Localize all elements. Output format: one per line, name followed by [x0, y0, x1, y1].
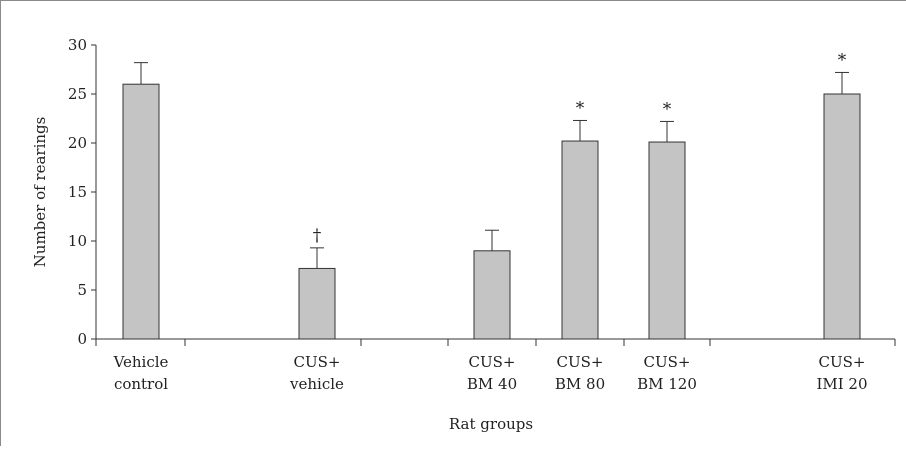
significance-marker: * [663, 99, 672, 119]
axes: 0 5 10 15 20 25 30 [68, 36, 896, 348]
x-tick-label: control [114, 375, 168, 393]
y-tick-label: 10 [68, 232, 87, 250]
significance-marker: * [576, 98, 585, 118]
y-axis-title: Number of rearings [31, 117, 49, 268]
bar [648, 141, 686, 340]
y-tick-label: 30 [68, 36, 87, 54]
y-tick-label: 20 [68, 134, 87, 152]
y-tick-label: 5 [77, 281, 87, 299]
bar [561, 140, 599, 340]
bar [122, 83, 160, 340]
x-axis-title: Rat groups [449, 415, 533, 433]
x-tick-label: CUS+ [469, 353, 516, 371]
labels: Vehicle control † CUS+ vehicle CUS+ BM 40 * CUS+… [113, 50, 868, 393]
x-tick-label: BM 40 [467, 375, 517, 393]
x-tick-label: CUS+ [294, 353, 341, 371]
y-tick-label: 15 [68, 183, 87, 201]
significance-marker: † [313, 226, 322, 246]
x-tick-label: IMI 20 [816, 375, 867, 393]
y-tick-label: 0 [77, 330, 87, 348]
x-tick-label: CUS+ [819, 353, 866, 371]
x-tick-label: BM 80 [555, 375, 605, 393]
bar [473, 250, 511, 340]
x-tick-label: CUS+ [557, 353, 604, 371]
x-tick-label: vehicle [289, 375, 344, 393]
x-tick-label: CUS+ [644, 353, 691, 371]
bar [823, 93, 861, 340]
x-tick-label: BM 120 [637, 375, 697, 393]
bar [298, 267, 336, 340]
y-tick-label: 25 [68, 85, 87, 103]
significance-marker: * [838, 50, 847, 70]
bars [122, 62, 861, 340]
x-tick-label: Vehicle [113, 353, 169, 371]
